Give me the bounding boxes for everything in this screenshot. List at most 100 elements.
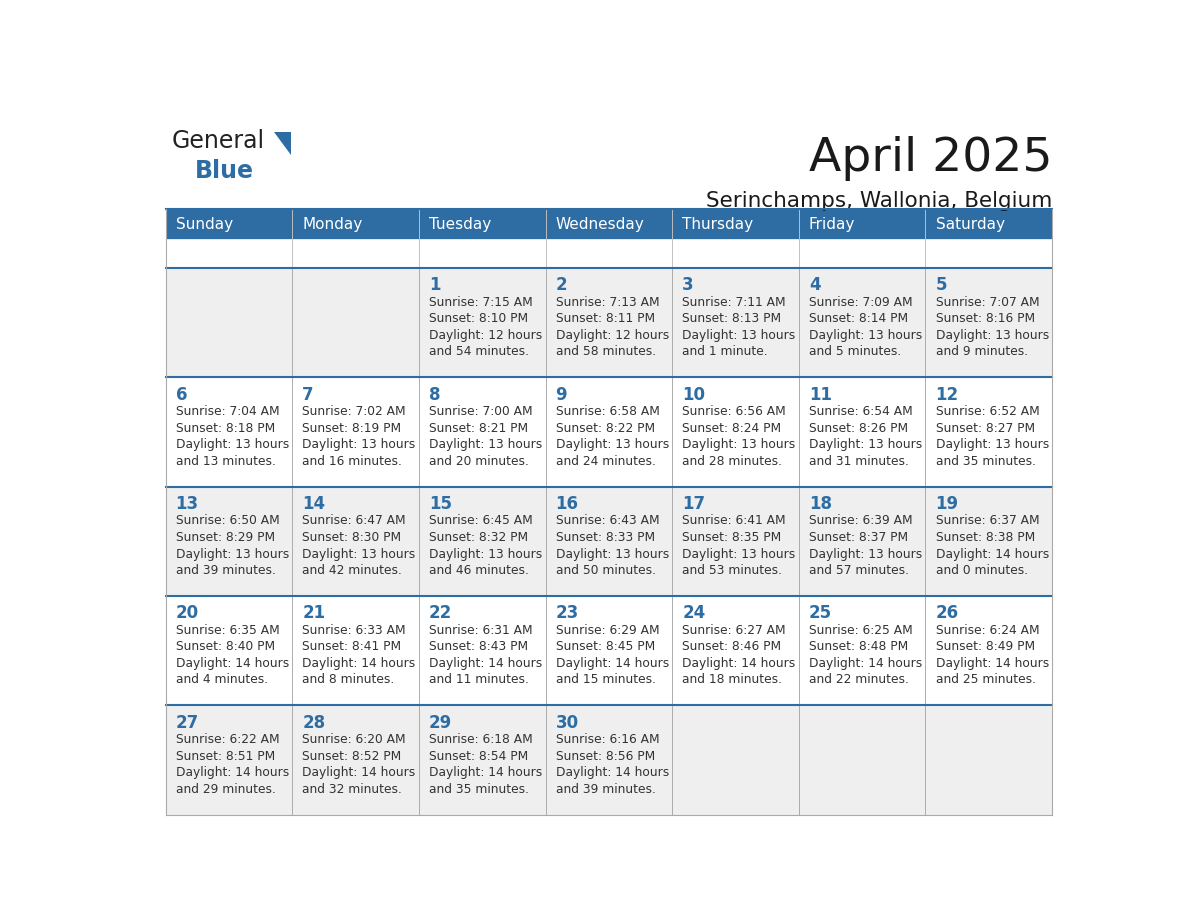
Text: Daylight: 13 hours: Daylight: 13 hours — [682, 329, 796, 341]
Text: Sunset: 8:49 PM: Sunset: 8:49 PM — [936, 640, 1035, 654]
Text: Sunset: 8:24 PM: Sunset: 8:24 PM — [682, 421, 782, 434]
Text: Sunrise: 6:47 AM: Sunrise: 6:47 AM — [302, 514, 406, 528]
Text: Sunset: 8:19 PM: Sunset: 8:19 PM — [302, 421, 402, 434]
Bar — [672, 705, 798, 814]
Text: Daylight: 13 hours: Daylight: 13 hours — [682, 547, 796, 561]
Bar — [925, 705, 1053, 814]
Text: Daylight: 12 hours: Daylight: 12 hours — [429, 329, 542, 341]
Text: Sunset: 8:22 PM: Sunset: 8:22 PM — [556, 421, 655, 434]
Text: Sunrise: 6:54 AM: Sunrise: 6:54 AM — [809, 405, 912, 418]
Text: and 58 minutes.: and 58 minutes. — [556, 345, 656, 358]
Text: and 25 minutes.: and 25 minutes. — [936, 674, 1036, 687]
Bar — [672, 268, 798, 377]
Bar — [798, 209, 925, 239]
Text: and 35 minutes.: and 35 minutes. — [936, 454, 1036, 468]
Bar — [925, 377, 1053, 487]
Bar — [165, 209, 292, 239]
Text: Daylight: 14 hours: Daylight: 14 hours — [429, 767, 542, 779]
Text: Daylight: 13 hours: Daylight: 13 hours — [556, 438, 669, 451]
Text: and 39 minutes.: and 39 minutes. — [176, 564, 276, 577]
Text: and 42 minutes.: and 42 minutes. — [302, 564, 403, 577]
Text: Thursday: Thursday — [682, 217, 753, 231]
Text: Daylight: 13 hours: Daylight: 13 hours — [302, 438, 416, 451]
Text: Daylight: 14 hours: Daylight: 14 hours — [556, 767, 669, 779]
Text: Sunset: 8:21 PM: Sunset: 8:21 PM — [429, 421, 527, 434]
Text: and 18 minutes.: and 18 minutes. — [682, 674, 782, 687]
Text: 20: 20 — [176, 604, 198, 622]
Text: Sunset: 8:38 PM: Sunset: 8:38 PM — [936, 531, 1035, 544]
Bar — [798, 596, 925, 705]
Text: 12: 12 — [936, 386, 959, 404]
Text: Sunset: 8:26 PM: Sunset: 8:26 PM — [809, 421, 908, 434]
Text: Sunset: 8:52 PM: Sunset: 8:52 PM — [302, 750, 402, 763]
Text: Saturday: Saturday — [936, 217, 1005, 231]
Bar — [545, 487, 672, 596]
Text: 10: 10 — [682, 386, 706, 404]
Bar — [672, 596, 798, 705]
Bar — [165, 705, 292, 814]
Text: Sunset: 8:51 PM: Sunset: 8:51 PM — [176, 750, 274, 763]
Text: Sunset: 8:48 PM: Sunset: 8:48 PM — [809, 640, 908, 654]
Text: 25: 25 — [809, 604, 832, 622]
Text: and 53 minutes.: and 53 minutes. — [682, 564, 782, 577]
Bar — [925, 268, 1053, 377]
Text: 17: 17 — [682, 495, 706, 513]
Bar — [292, 705, 419, 814]
Text: Daylight: 13 hours: Daylight: 13 hours — [809, 547, 922, 561]
Text: 18: 18 — [809, 495, 832, 513]
Text: and 54 minutes.: and 54 minutes. — [429, 345, 529, 358]
Text: Daylight: 14 hours: Daylight: 14 hours — [429, 657, 542, 670]
Text: Sunrise: 6:27 AM: Sunrise: 6:27 AM — [682, 623, 786, 637]
Text: Sunset: 8:45 PM: Sunset: 8:45 PM — [556, 640, 655, 654]
Text: 11: 11 — [809, 386, 832, 404]
Text: Daylight: 13 hours: Daylight: 13 hours — [936, 438, 1049, 451]
Bar — [798, 487, 925, 596]
Text: 30: 30 — [556, 714, 579, 732]
Text: Sunrise: 6:22 AM: Sunrise: 6:22 AM — [176, 733, 279, 746]
Bar — [672, 209, 798, 239]
Text: 29: 29 — [429, 714, 453, 732]
Bar — [419, 596, 545, 705]
Text: Daylight: 13 hours: Daylight: 13 hours — [176, 438, 289, 451]
Text: April 2025: April 2025 — [809, 136, 1053, 181]
Bar — [545, 705, 672, 814]
Text: Sunrise: 6:18 AM: Sunrise: 6:18 AM — [429, 733, 532, 746]
Text: 9: 9 — [556, 386, 567, 404]
Text: Sunset: 8:37 PM: Sunset: 8:37 PM — [809, 531, 908, 544]
Text: and 8 minutes.: and 8 minutes. — [302, 674, 394, 687]
Text: Sunset: 8:54 PM: Sunset: 8:54 PM — [429, 750, 529, 763]
Bar — [292, 209, 419, 239]
Bar — [292, 268, 419, 377]
Text: Sunset: 8:46 PM: Sunset: 8:46 PM — [682, 640, 782, 654]
Text: 8: 8 — [429, 386, 441, 404]
Text: and 22 minutes.: and 22 minutes. — [809, 674, 909, 687]
Text: Daylight: 13 hours: Daylight: 13 hours — [302, 547, 416, 561]
Bar — [165, 268, 292, 377]
Text: 21: 21 — [302, 604, 326, 622]
Text: 14: 14 — [302, 495, 326, 513]
Text: 13: 13 — [176, 495, 198, 513]
Bar — [798, 377, 925, 487]
Text: Daylight: 13 hours: Daylight: 13 hours — [429, 438, 542, 451]
Text: and 57 minutes.: and 57 minutes. — [809, 564, 909, 577]
Text: Daylight: 14 hours: Daylight: 14 hours — [176, 657, 289, 670]
Text: Sunset: 8:11 PM: Sunset: 8:11 PM — [556, 312, 655, 325]
Text: 23: 23 — [556, 604, 579, 622]
Text: and 35 minutes.: and 35 minutes. — [429, 783, 529, 796]
Text: Daylight: 14 hours: Daylight: 14 hours — [936, 547, 1049, 561]
Bar — [419, 209, 545, 239]
Text: Sunset: 8:33 PM: Sunset: 8:33 PM — [556, 531, 655, 544]
Bar — [798, 705, 925, 814]
Text: Sunset: 8:30 PM: Sunset: 8:30 PM — [302, 531, 402, 544]
Bar — [165, 377, 292, 487]
Text: 22: 22 — [429, 604, 453, 622]
Text: and 16 minutes.: and 16 minutes. — [302, 454, 403, 468]
Text: Sunset: 8:10 PM: Sunset: 8:10 PM — [429, 312, 527, 325]
Text: Sunrise: 7:15 AM: Sunrise: 7:15 AM — [429, 296, 532, 308]
Text: Sunset: 8:18 PM: Sunset: 8:18 PM — [176, 421, 274, 434]
Bar — [925, 487, 1053, 596]
Text: Daylight: 13 hours: Daylight: 13 hours — [936, 329, 1049, 341]
Text: Sunset: 8:13 PM: Sunset: 8:13 PM — [682, 312, 782, 325]
Text: Daylight: 14 hours: Daylight: 14 hours — [556, 657, 669, 670]
Text: Sunset: 8:56 PM: Sunset: 8:56 PM — [556, 750, 655, 763]
